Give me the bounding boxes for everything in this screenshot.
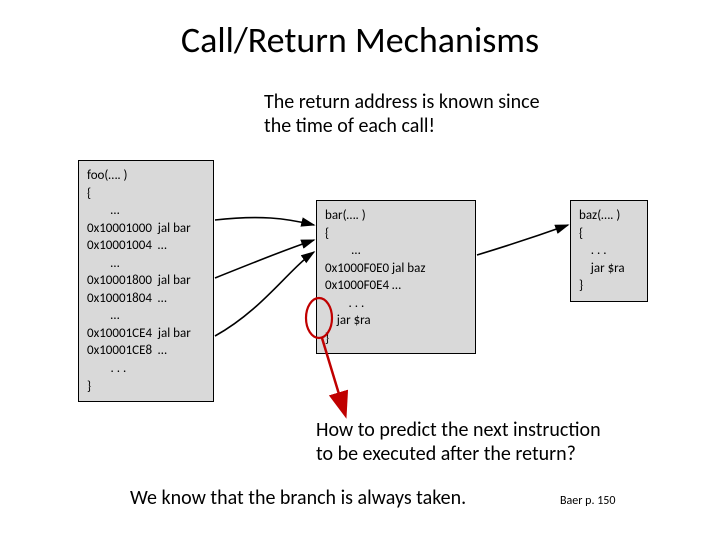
question-line1: How to predict the next instruction [316, 418, 601, 442]
subtitle: The return address is known since the ti… [264, 90, 540, 138]
baz-codebox: baz(…. ) { . . . jar $ra } [570, 200, 648, 302]
bar-codebox: bar(…. ) { … 0x1000F0E0 jal baz 0x1000F0… [316, 200, 476, 354]
question-text: How to predict the next instruction to b… [316, 418, 601, 466]
arrow-foo-to-bar-3 [215, 252, 314, 336]
arrow-foo-to-bar-2 [215, 240, 314, 278]
question-line2: to be executed after the return? [316, 442, 576, 466]
foo-codebox: foo(…. ) { … 0x10001000 jal bar 0x100010… [78, 160, 214, 402]
page-reference: Baer p. 150 [560, 494, 615, 508]
slide-title: Call/Return Mechanisms [0, 0, 720, 62]
arrow-foo-to-bar-1 [215, 218, 314, 225]
arrow-bar-to-baz [477, 225, 568, 255]
subtitle-line2: the time of each call! [264, 114, 435, 138]
subtitle-line1: The return address is known since [264, 90, 540, 114]
bottom-statement: We know that the branch is always taken. [130, 486, 466, 510]
